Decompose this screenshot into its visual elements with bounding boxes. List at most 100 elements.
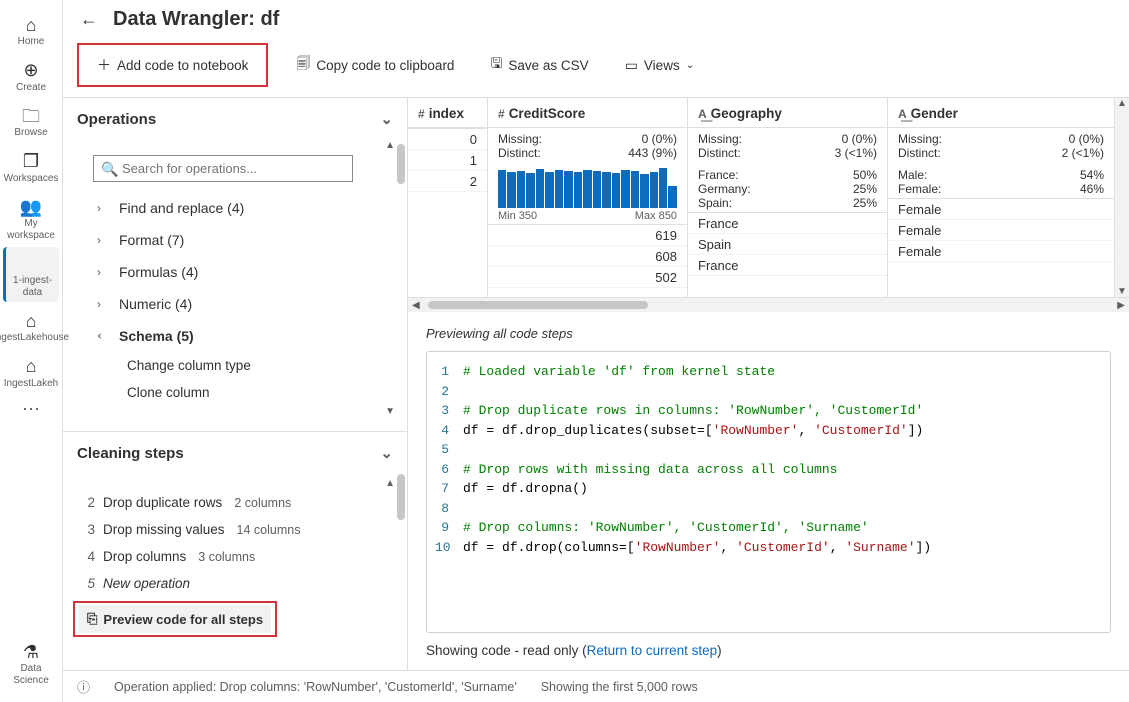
step-label: Drop missing values: [103, 522, 225, 537]
add-code-button[interactable]: ＋ Add code to notebook: [89, 49, 256, 81]
scroll-up-arrow[interactable]: ▲: [73, 140, 397, 151]
step-label: Drop duplicate rows: [103, 495, 222, 510]
chevron-down-icon[interactable]: ⌄: [380, 110, 393, 128]
save-icon: 🖫: [490, 53, 502, 77]
column-name: index: [429, 106, 464, 121]
rail-item-1-ingest-data[interactable]: 1-ingest-data: [3, 247, 59, 302]
operations-header[interactable]: Operations ⌄: [63, 98, 407, 136]
data-cell[interactable]: Spain: [688, 234, 887, 255]
code-preview-title: Previewing all code steps: [426, 326, 1111, 351]
op-group-label: Formulas (4): [119, 264, 198, 280]
rail-item-workspaces[interactable]: ❐Workspaces: [3, 145, 59, 189]
search-input[interactable]: [93, 155, 353, 182]
vertical-scrollbar[interactable]: ▲▼: [1115, 98, 1129, 297]
rail-label: 1-ingest-data: [6, 275, 59, 298]
highlight-preview: ⎘ Preview code for all steps: [73, 601, 277, 637]
rail-item-ingestlakeh[interactable]: ⌂IngestLakeh: [3, 350, 59, 394]
rail-item-browse[interactable]: 🗀Browse: [3, 99, 59, 143]
chevron-right-icon: ›: [97, 265, 107, 279]
cleaning-steps-header[interactable]: Cleaning steps ⌄: [63, 432, 407, 470]
scroll-down-arrow[interactable]: ▼: [73, 406, 397, 417]
op-group[interactable]: ›Numeric (4): [73, 288, 397, 320]
data-cell[interactable]: Female: [888, 220, 1114, 241]
op-item[interactable]: Clone column: [73, 379, 397, 406]
rail-icon: ❐: [23, 151, 39, 173]
op-group-label: Find and replace (4): [119, 200, 244, 216]
rail-label: Create: [16, 82, 46, 94]
status-bar: ⓘ Operation applied: Drop columns: 'RowN…: [63, 670, 1129, 702]
data-cells: FemaleFemaleFemale: [888, 198, 1114, 262]
data-cell[interactable]: France: [688, 255, 887, 276]
status-message: Operation applied: Drop columns: 'RowNum…: [114, 680, 517, 694]
code-line: 2: [435, 382, 1102, 402]
column-creditscore: #CreditScoreMissing:0 (0%)Distinct:443 (…: [488, 98, 688, 297]
rail-label: Home: [18, 36, 45, 48]
views-button[interactable]: ▭ Views ⌄: [617, 51, 702, 80]
histogram: Min 350Max 850: [488, 166, 687, 224]
data-cells: 619608502: [488, 224, 687, 288]
back-icon[interactable]: ←: [77, 9, 101, 30]
code-line: 10df = df.drop(columns=['RowNumber', 'Cu…: [435, 538, 1102, 558]
data-cell[interactable]: France: [688, 213, 887, 234]
op-group[interactable]: ⌄Schema (5): [73, 320, 397, 352]
rail-label: Browse: [14, 127, 47, 139]
cleaning-step[interactable]: 2Drop duplicate rows2 columns: [73, 489, 397, 516]
type-icon: #: [418, 107, 425, 121]
op-group[interactable]: › Find and replace (4): [73, 192, 397, 224]
data-cell[interactable]: 619: [488, 225, 687, 246]
rail-item-home[interactable]: ⌂Home: [3, 8, 59, 52]
horizontal-scrollbar[interactable]: ◀▶: [408, 298, 1129, 312]
code-line: 1# Loaded variable 'df' from kernel stat…: [435, 362, 1102, 382]
data-cell[interactable]: Female: [888, 199, 1114, 220]
info-icon: ⓘ: [77, 677, 90, 696]
scrollbar-thumb[interactable]: [397, 474, 405, 520]
rail-item-data-science[interactable]: ⚗Data Science: [3, 635, 59, 690]
step-number: 2: [83, 495, 95, 510]
cleaning-step[interactable]: 3Drop missing values14 columns: [73, 516, 397, 543]
content-area: #index012#CreditScoreMissing:0 (0%)Disti…: [408, 98, 1129, 670]
data-cell[interactable]: 502: [488, 267, 687, 288]
rail-icon: 👥: [20, 196, 42, 218]
copy-code-button[interactable]: 🗐 Copy code to clipboard: [288, 47, 462, 83]
column-stats: Missing:0 (0%)Distinct:3 (<1%): [688, 128, 887, 166]
column-header[interactable]: #CreditScore: [488, 98, 687, 128]
page-title: Data Wrangler: df: [113, 8, 279, 31]
scroll-up-arrow[interactable]: ▲: [73, 478, 397, 489]
column-name: CreditScore: [509, 106, 586, 121]
save-csv-button[interactable]: 🖫 Save as CSV: [482, 47, 596, 83]
return-link[interactable]: Return to current step: [587, 643, 718, 658]
chevron-right-icon: ›: [97, 201, 107, 215]
views-label: Views: [644, 58, 680, 73]
op-group[interactable]: › Formulas (4): [73, 256, 397, 288]
cleaning-step[interactable]: 4Drop columns3 columns: [73, 543, 397, 570]
scrollbar-thumb[interactable]: [397, 144, 405, 184]
title-bar: ← Data Wrangler: df: [63, 0, 1129, 37]
chevron-right-icon: ›: [97, 233, 107, 247]
rail-item-my-workspace[interactable]: 👥My workspace: [3, 190, 59, 245]
column-name: Geography: [711, 106, 782, 121]
data-cell[interactable]: 2: [408, 171, 487, 192]
data-cell[interactable]: 608: [488, 246, 687, 267]
step-label: Drop columns: [103, 549, 186, 564]
rail-item-create[interactable]: ⊕Create: [3, 54, 59, 98]
preview-code-button[interactable]: ⎘ Preview code for all steps: [79, 605, 271, 633]
step-sub: 14 columns: [237, 523, 301, 537]
column-header[interactable]: A͟ Geography: [688, 98, 887, 128]
chevron-down-icon[interactable]: ⌄: [380, 444, 393, 462]
op-item[interactable]: Change column type: [73, 352, 397, 379]
data-cell[interactable]: Female: [888, 241, 1114, 262]
code-box: 1# Loaded variable 'df' from kernel stat…: [426, 351, 1111, 633]
cleaning-step[interactable]: 5New operation: [73, 570, 397, 597]
code-icon: ⎘: [87, 611, 97, 627]
op-group[interactable]: ›Format (7): [73, 224, 397, 256]
data-cell[interactable]: 0: [408, 129, 487, 150]
data-cell[interactable]: 1: [408, 150, 487, 171]
code-line: 7df = df.dropna(): [435, 479, 1102, 499]
column-header[interactable]: A͟Gender: [888, 98, 1114, 128]
type-icon: A͟: [698, 107, 707, 121]
rail-label: IngestLakehouse: [0, 332, 69, 344]
rail-item-ingestlakehouse[interactable]: ⌂IngestLakehouse: [3, 304, 59, 348]
rail-more[interactable]: ⋯: [22, 399, 40, 420]
column-header[interactable]: # index: [408, 98, 487, 128]
cleaning-title: Cleaning steps: [77, 445, 184, 462]
